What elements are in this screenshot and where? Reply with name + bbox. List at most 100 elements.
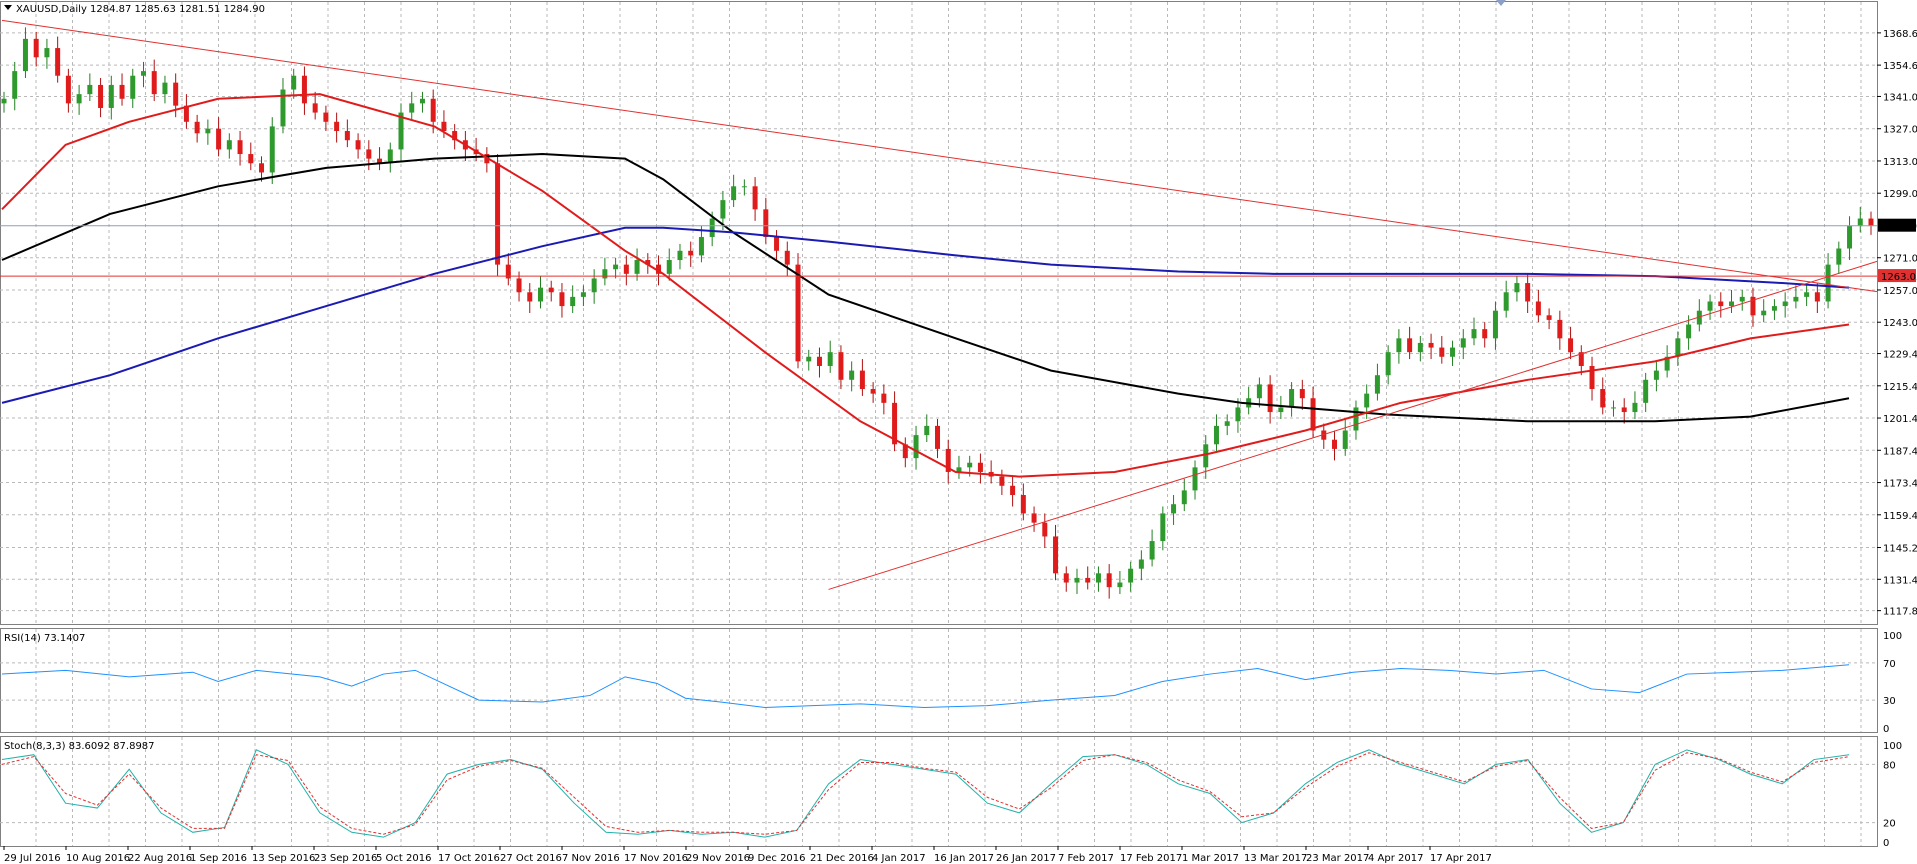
candle-body [1203,444,1209,468]
candle-body [816,356,822,366]
candle-body [12,71,18,99]
time-axis-label: 1 Mar 2017 [1182,853,1239,864]
candle-body [1450,347,1456,357]
descending-trendline[interactable] [1,19,1878,293]
chart-title-dropdown-icon[interactable] [4,5,12,10]
candle-body [1439,347,1445,357]
candle-body [1557,319,1563,339]
candle-body [1825,264,1831,302]
price-axis: 1368.60 1354.60 1341.00 1327.00 1313.00 1299.… [1877,29,1917,618]
candle-body [1847,225,1853,249]
candle-body [1417,342,1423,353]
candle-body [1020,494,1026,514]
time-axis-label: 7 Nov 2016 [562,853,620,864]
price-axis-label: 1327.00 [1883,125,1917,136]
rsi-line [1,664,1850,709]
time-axis-label: 7 Feb 2017 [1058,853,1114,864]
candle-body [1374,375,1380,394]
time-axis-label: 10 Aug 2016 [66,853,130,864]
candle-body [1868,218,1874,226]
candle-body [892,402,898,445]
candle-body [570,296,576,307]
price-grid [0,2,1877,624]
price-axis-label: 1229.40 [1883,350,1917,361]
horizontal-level-label: 1263.03 [1881,272,1917,283]
candle-body [935,425,940,449]
candle-body [1267,384,1273,413]
candle-body [741,186,747,188]
candle-body [602,269,608,279]
chart-shift-marker-icon[interactable] [1496,0,1506,6]
candle-body [913,435,919,459]
candle-body [301,75,307,104]
candle-body [1568,338,1574,353]
moving-average-black-line [1,153,1850,423]
candle-body [956,467,962,472]
candle-body [1610,407,1616,409]
time-axis-label: 16 Jan 2017 [934,853,994,864]
rsi-grid [0,629,1877,732]
candle-body [119,84,125,99]
candle-body [65,75,71,104]
candle-body [537,287,543,302]
candles [1,27,1874,599]
candle-body [666,260,672,274]
rsi-axis-label: 0 [1883,724,1889,735]
candle-body [1589,365,1595,390]
candle-body [1085,577,1091,583]
candle-body [409,103,415,113]
candle-body [902,444,908,459]
candle-body [419,98,425,104]
candle-body [838,352,844,380]
horizontal-level-box [1878,269,1916,283]
time-axis-label: 17 Apr 2017 [1430,853,1492,864]
candle-body [1138,559,1144,569]
candle-body [183,105,189,122]
price-axis-label: 1341.00 [1883,92,1917,103]
stochastic-panel[interactable]: 100 80 20 0 Stoch(8,3,3) 83.6092 87.8987 [0,736,1902,850]
price-axis-label: 1257.00 [1883,286,1917,297]
candle-body [1600,389,1606,408]
candle-body [44,48,50,58]
current-price-box [1878,218,1916,232]
candle-body [613,264,619,270]
candle-body [1385,352,1391,376]
candle-body [623,264,629,274]
candle-body [226,140,232,150]
candle-body [677,250,683,261]
candle-body [323,112,329,122]
ascending-trendline[interactable] [828,260,1878,590]
candle-body [237,140,243,155]
candle-body [1,98,7,104]
candle-body [559,292,565,307]
current-price-label: 1284.90 [1881,222,1917,233]
rsi-panel[interactable]: 100 70 30 0 RSI(14) 73.1407 [0,628,1902,736]
candle-body [806,356,812,362]
candle-body [452,131,458,141]
candle-body [344,131,350,141]
time-axis-label: 23 Sep 2016 [314,853,377,864]
price-panel[interactable]: 1368.60 1354.60 1341.00 1327.00 1313.00 1299.… [0,0,1917,625]
time-axis-label: 29 Jul 2016 [4,853,61,864]
rsi-panel-frame [0,628,1878,733]
candle-body [1074,577,1080,583]
candle-body [1535,301,1541,316]
candle-body [999,476,1005,486]
candle-body [377,158,383,164]
candle-body [87,84,93,95]
stochastic-axis-label: 0 [1883,838,1889,849]
candle-body [173,82,179,106]
candle-body [140,71,146,76]
candle-body [1482,329,1488,339]
candle-body [312,103,318,113]
candle-body [22,38,28,72]
price-axis-label: 1271.00 [1883,254,1917,265]
candle-body [1407,338,1413,353]
candle-body [398,112,404,150]
time-axis-label: 21 Dec 2016 [810,853,874,864]
candle-body [870,389,876,394]
candle-body [1739,296,1745,302]
candle-body [1128,568,1134,583]
time-axis-label: 13 Sep 2016 [252,853,315,864]
